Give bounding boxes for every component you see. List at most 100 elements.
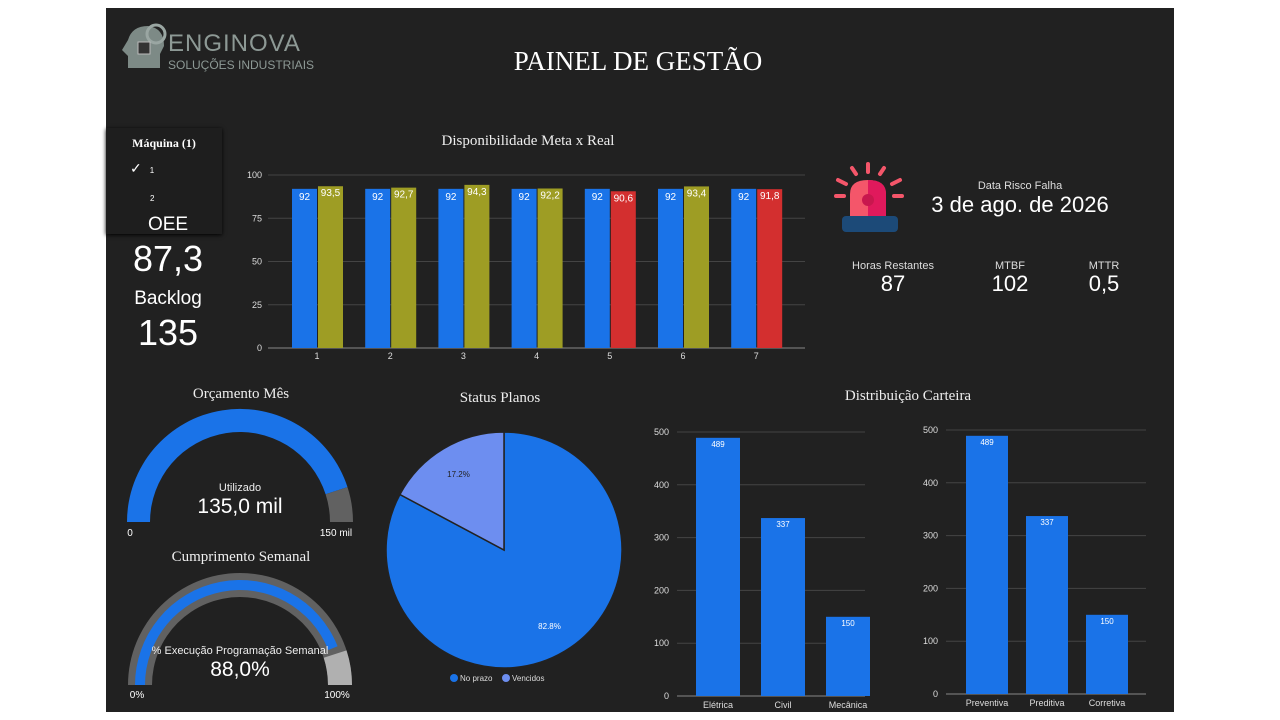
real-bar <box>318 186 343 348</box>
risk-date-label: Data Risco Falha <box>977 180 1063 192</box>
logo-head-gear-icon <box>122 23 167 68</box>
x-tick-label: 2 <box>388 351 393 361</box>
x-tick-label: Preventiva <box>966 698 1009 708</box>
option-label: 2 <box>150 194 155 203</box>
y-tick-label: 50 <box>252 257 262 267</box>
gauge-min-label: 0 <box>127 528 133 539</box>
oee-label: OEE <box>147 214 189 235</box>
gauge-min-label: 0% <box>130 690 145 701</box>
x-tick-label: Preditiva <box>1029 698 1064 708</box>
y-tick-label: 200 <box>923 583 938 593</box>
x-tick-label: 3 <box>461 351 466 361</box>
meta-bar <box>511 188 537 348</box>
mtbf-label: MTBF <box>995 260 1025 272</box>
y-tick-label: 100 <box>247 170 262 180</box>
filter-option-1[interactable]: ✓ 1 <box>130 160 154 177</box>
backlog-label: Backlog <box>134 288 202 309</box>
gauge-label: % Execução Programação Semanal <box>152 645 329 657</box>
legend-swatch <box>502 674 510 682</box>
meta-bar <box>438 188 464 348</box>
bar <box>826 616 870 696</box>
gauge-fill <box>135 580 338 685</box>
gauge-value: 135,0 mil <box>197 495 282 518</box>
bar-data-label: 489 <box>980 438 994 447</box>
option-label: 1 <box>149 166 155 175</box>
gauge-value: 88,0% <box>210 658 270 681</box>
real-bar <box>757 189 783 348</box>
y-tick-label: 100 <box>923 636 938 646</box>
real-data-label: 94,3 <box>467 187 487 198</box>
y-tick-label: 0 <box>933 689 938 699</box>
bar <box>761 518 805 696</box>
machine-filter: Máquina (1) ✓ 1 2 <box>106 128 222 234</box>
mtbf-value: 102 <box>991 271 1029 296</box>
gauge-fill <box>126 408 348 522</box>
meta-bar <box>292 188 317 348</box>
x-tick-label: Civil <box>775 700 792 710</box>
logo: ENGINOVA SOLUÇÕES INDUSTRIAIS <box>120 20 314 74</box>
x-tick-label: 1 <box>314 351 319 361</box>
real-data-label: 90,6 <box>614 193 634 204</box>
bar-data-label: 489 <box>711 440 725 449</box>
bar <box>1026 516 1068 694</box>
meta-data-label: 92 <box>592 192 604 203</box>
x-tick-label: 5 <box>607 351 612 361</box>
backlog-value: 135 <box>137 312 199 353</box>
x-tick-label: 6 <box>680 351 685 361</box>
real-data-label: 91,8 <box>760 191 780 202</box>
portfolio-title: Distribuição Carteira <box>844 388 972 404</box>
y-tick-label: 0 <box>257 343 262 353</box>
x-tick-label: 7 <box>754 351 759 361</box>
logo-name: ENGINOVA <box>168 30 301 57</box>
page-title: PAINEL DE GESTÃO <box>513 46 763 76</box>
legend-swatch <box>450 674 458 682</box>
x-tick-label: Elétrica <box>703 700 733 710</box>
filter-title: Máquina (1) <box>132 136 196 150</box>
pie-slice-label: 17.2% <box>447 470 470 479</box>
real-data-label: 93,4 <box>687 188 707 199</box>
y-tick-label: 100 <box>654 638 669 648</box>
bar <box>966 435 1008 694</box>
mttr-label: MTTR <box>1088 260 1120 272</box>
bar <box>696 437 740 696</box>
bar-data-label: 150 <box>841 619 855 628</box>
budget-gauge-title: Orçamento Mês <box>192 386 290 402</box>
meta-data-label: 92 <box>738 192 750 203</box>
real-bar <box>684 186 709 348</box>
pie-slice <box>385 431 623 669</box>
filter-option-2[interactable]: 2 <box>150 194 154 203</box>
alarm-siren-icon <box>834 162 904 232</box>
real-data-label: 92,7 <box>394 190 414 201</box>
y-tick-label: 300 <box>923 531 938 541</box>
bar-data-label: 150 <box>1100 617 1114 626</box>
pie-title: Status Planos <box>459 390 541 406</box>
pie-slice-label: 82.8% <box>538 622 561 631</box>
hours-left-label: Horas Restantes <box>852 260 934 272</box>
logo-subtitle: SOLUÇÕES INDUSTRIAIS <box>168 58 315 72</box>
legend-label: Vencidos <box>512 674 544 683</box>
y-tick-label: 500 <box>654 427 669 437</box>
real-data-label: 92,2 <box>540 190 560 201</box>
real-data-label: 93,5 <box>321 188 341 199</box>
y-tick-label: 300 <box>654 533 669 543</box>
meta-bar <box>658 188 683 348</box>
x-tick-label: Mecânica <box>829 700 868 710</box>
meta-data-label: 92 <box>299 192 311 203</box>
meta-bar <box>584 188 610 348</box>
meta-data-label: 92 <box>372 192 384 203</box>
real-bar <box>464 184 490 348</box>
legend-label: No prazo <box>460 674 493 683</box>
bar <box>1086 614 1128 694</box>
gauge-max-label: 100% <box>324 690 350 701</box>
real-bar <box>537 188 563 348</box>
meta-bar <box>731 188 757 348</box>
mttr-value: 0,5 <box>1088 271 1120 296</box>
y-tick-label: 0 <box>664 691 669 701</box>
real-bar <box>610 191 636 348</box>
real-bar <box>391 187 417 348</box>
y-tick-label: 400 <box>923 478 938 488</box>
meta-data-label: 92 <box>445 192 457 203</box>
meta-data-label: 92 <box>519 192 531 203</box>
hours-left-value: 87 <box>880 271 906 296</box>
